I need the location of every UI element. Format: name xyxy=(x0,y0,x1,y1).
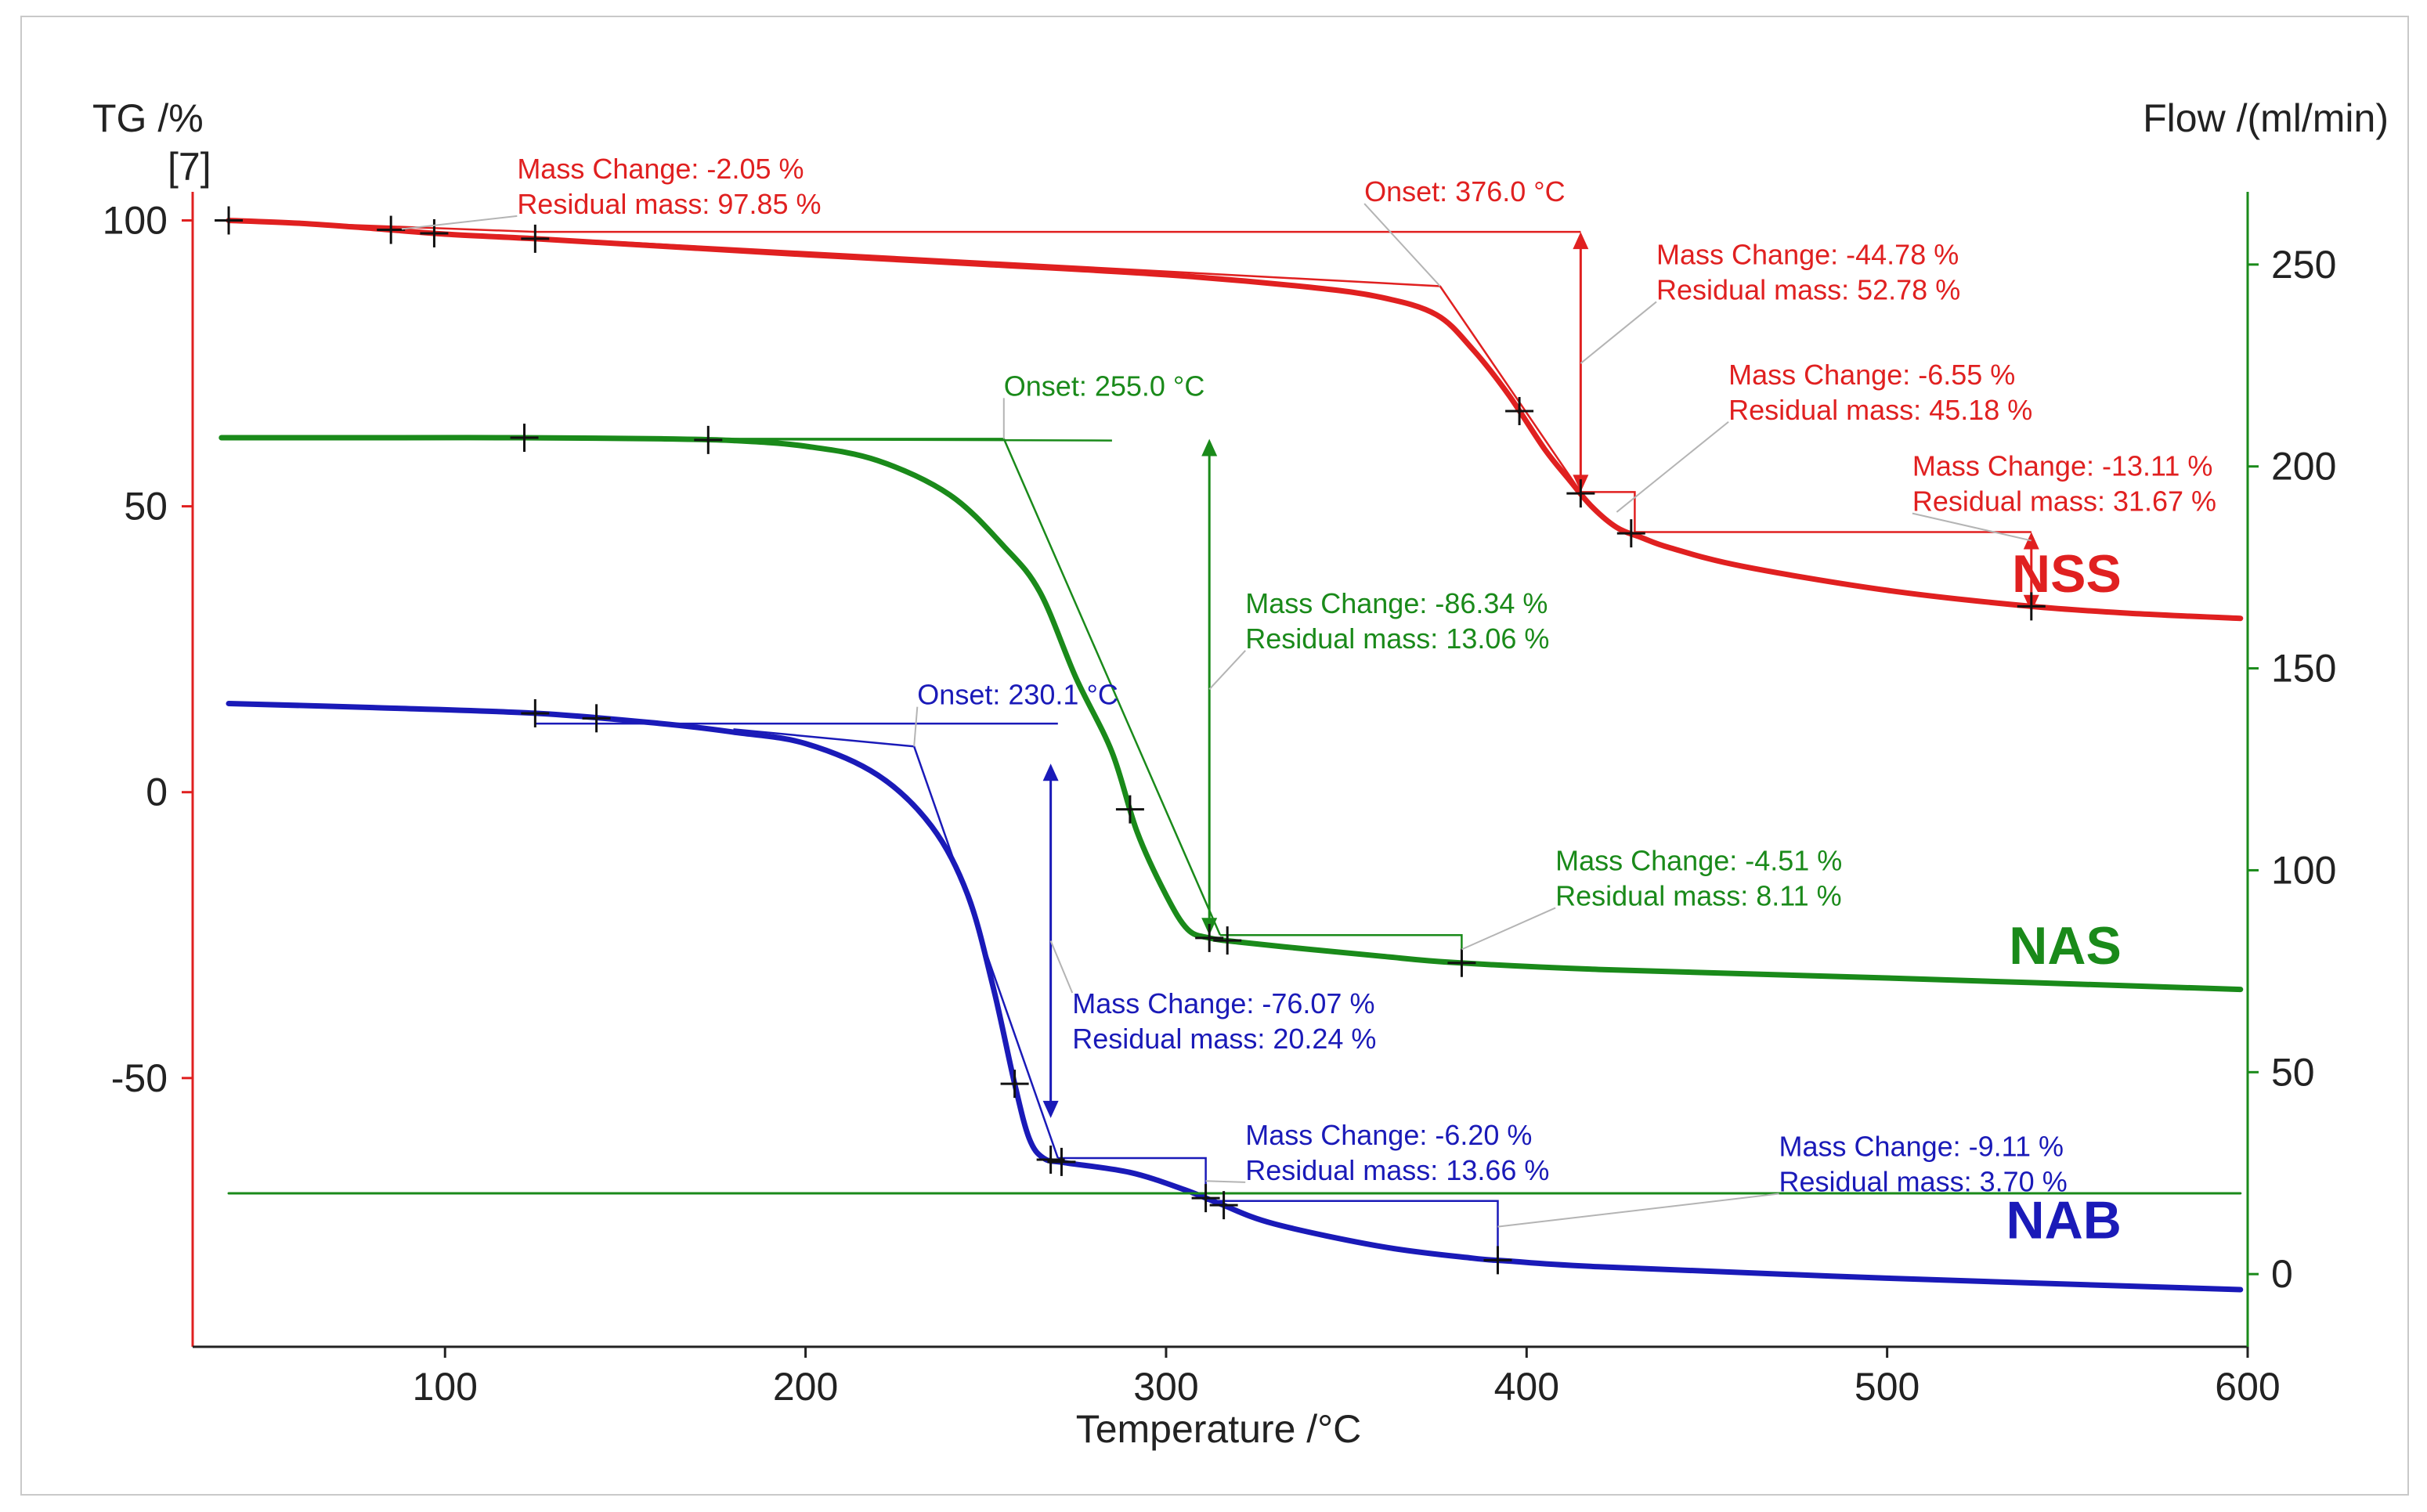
annotation-nss: Mass Change: -13.11 % Residual mass: 31.6… xyxy=(1912,450,2216,518)
tangent-line-nab xyxy=(733,728,1059,1159)
annotation-line: Residual mass: 31.67 % xyxy=(1912,485,2216,518)
annotation-line: Residual mass: 45.18 % xyxy=(1728,394,2032,426)
x-tick-label: 200 xyxy=(773,1365,838,1409)
annotation-leader xyxy=(1461,907,1556,951)
annotation-line: Mass Change: -2.05 % xyxy=(517,153,804,185)
y2-tick-label: 0 xyxy=(2271,1252,2293,1296)
annotation-line: Residual mass: 8.11 % xyxy=(1555,879,1842,911)
series-label-nss: NSS xyxy=(2012,544,2122,604)
x-tick-label: 300 xyxy=(1133,1365,1198,1409)
annotation-leader xyxy=(401,215,518,230)
annotation-nas: Mass Change: -86.34 % Residual mass: 13.0… xyxy=(1245,587,1549,655)
annotation-line: Residual mass: 52.78 % xyxy=(1656,273,1960,305)
annotation-nss: Onset: 376.0 °C xyxy=(1364,175,1566,207)
y-tick-label: -50 xyxy=(111,1056,168,1100)
annotation-leader xyxy=(1912,512,2032,542)
annotation-leader xyxy=(1208,650,1246,690)
annotation-line: Mass Change: -6.20 % xyxy=(1245,1119,1532,1151)
series-lines xyxy=(219,218,2244,1293)
y2-tick-label: 100 xyxy=(2271,848,2336,892)
annotation-line: Onset: 230.1 °C xyxy=(917,679,1118,711)
annotation-line: Mass Change: -4.51 % xyxy=(1555,844,1842,876)
annotation-line: Mass Change: -13.11 % xyxy=(1912,450,2213,482)
y2-axis-title: Flow /(ml/min) xyxy=(2143,96,2389,140)
arrow-head-nss xyxy=(1573,232,1589,250)
x-axis-title: Temperature /°C xyxy=(1076,1407,1362,1451)
y2-tick-label: 150 xyxy=(2271,647,2336,691)
annotation-line: Residual mass: 13.06 % xyxy=(1245,622,1549,655)
annotation-nab: Mass Change: -76.07 % Residual mass: 20.2… xyxy=(1072,987,1376,1055)
annotation-nas: Mass Change: -4.51 % Residual mass: 8.11 … xyxy=(1555,844,1842,911)
y-tick-label: 100 xyxy=(103,199,168,243)
x-tick-label: 500 xyxy=(1855,1365,1920,1409)
annotation-line: Mass Change: -6.55 % xyxy=(1728,359,2015,391)
x-tick-label: 100 xyxy=(413,1365,478,1409)
annotation-leader xyxy=(1616,420,1729,513)
annotation-leaders xyxy=(401,203,2032,1228)
y-axis-title: TG /% xyxy=(92,96,204,140)
y-axis-reference: [7] xyxy=(168,145,211,189)
arrow-head-nab xyxy=(1042,1100,1059,1118)
series-label-nab: NAB xyxy=(2006,1190,2122,1250)
annotation-nab: Onset: 230.1 °C xyxy=(917,679,1118,711)
series-label-nas: NAS xyxy=(2009,916,2122,976)
tangent-line-nss xyxy=(1580,491,2032,533)
annotation-line: Onset: 255.0 °C xyxy=(1004,370,1205,402)
annotation-leader xyxy=(913,706,919,747)
annotation-nab: Mass Change: -9.11 % Residual mass: 3.70 … xyxy=(1779,1131,2068,1198)
y-tick-label: 0 xyxy=(146,770,168,814)
annotation-line: Residual mass: 20.24 % xyxy=(1072,1023,1376,1055)
annotation-line: Onset: 376.0 °C xyxy=(1364,175,1566,207)
series-line-nss xyxy=(226,218,2244,622)
y2-tick-label: 200 xyxy=(2271,445,2336,489)
cross-markers xyxy=(215,206,2046,1275)
annotation-nss: Mass Change: -6.55 % Residual mass: 45.18… xyxy=(1728,359,2032,426)
annotation-line: Mass Change: -9.11 % xyxy=(1779,1131,2064,1163)
y-tick-label: 50 xyxy=(124,485,168,529)
arrow-head-nss xyxy=(2023,532,2039,550)
annotation-nab: Mass Change: -6.20 % Residual mass: 13.66… xyxy=(1245,1119,1549,1186)
annotation-nss: Mass Change: -2.05 % Residual mass: 97.85… xyxy=(517,153,821,220)
annotation-leader xyxy=(1580,301,1657,364)
annotation-leader xyxy=(1205,1180,1246,1183)
annotation-leader xyxy=(1363,203,1441,287)
annotation-leader xyxy=(1049,940,1074,994)
annotation-line: Mass Change: -86.34 % xyxy=(1245,587,1548,619)
y2-tick-label: 50 xyxy=(2271,1050,2315,1094)
x-tick-label: 400 xyxy=(1494,1365,1559,1409)
annotation-leader xyxy=(1497,1193,1779,1228)
annotation-nas: Onset: 255.0 °C xyxy=(1004,370,1205,402)
series-line-nas xyxy=(219,435,2244,993)
annotation-line: Residual mass: 97.85 % xyxy=(517,188,821,220)
axes-group: 100 200 300 400 500 600100500-502502001501005… xyxy=(103,192,2336,1409)
annotation-line: Residual mass: 3.70 % xyxy=(1779,1166,2068,1198)
arrow-head-nas xyxy=(1201,438,1218,456)
series-line-nab xyxy=(226,701,2244,1293)
annotation-line: Mass Change: -44.78 % xyxy=(1656,238,1959,270)
tangent-line-nss xyxy=(535,236,1582,493)
annotation-line: Residual mass: 13.66 % xyxy=(1245,1154,1549,1186)
chart-frame xyxy=(20,16,2409,1496)
annotation-texts: Mass Change: -2.05 % Residual mass: 97.85… xyxy=(517,153,2216,1250)
x-tick-label: 600 xyxy=(2215,1365,2280,1409)
arrow-head-nab xyxy=(1042,763,1059,781)
annotation-line: Mass Change: -76.07 % xyxy=(1072,987,1374,1019)
y2-tick-label: 250 xyxy=(2271,243,2336,287)
annotation-nss: Mass Change: -44.78 % Residual mass: 52.7… xyxy=(1656,238,1960,305)
